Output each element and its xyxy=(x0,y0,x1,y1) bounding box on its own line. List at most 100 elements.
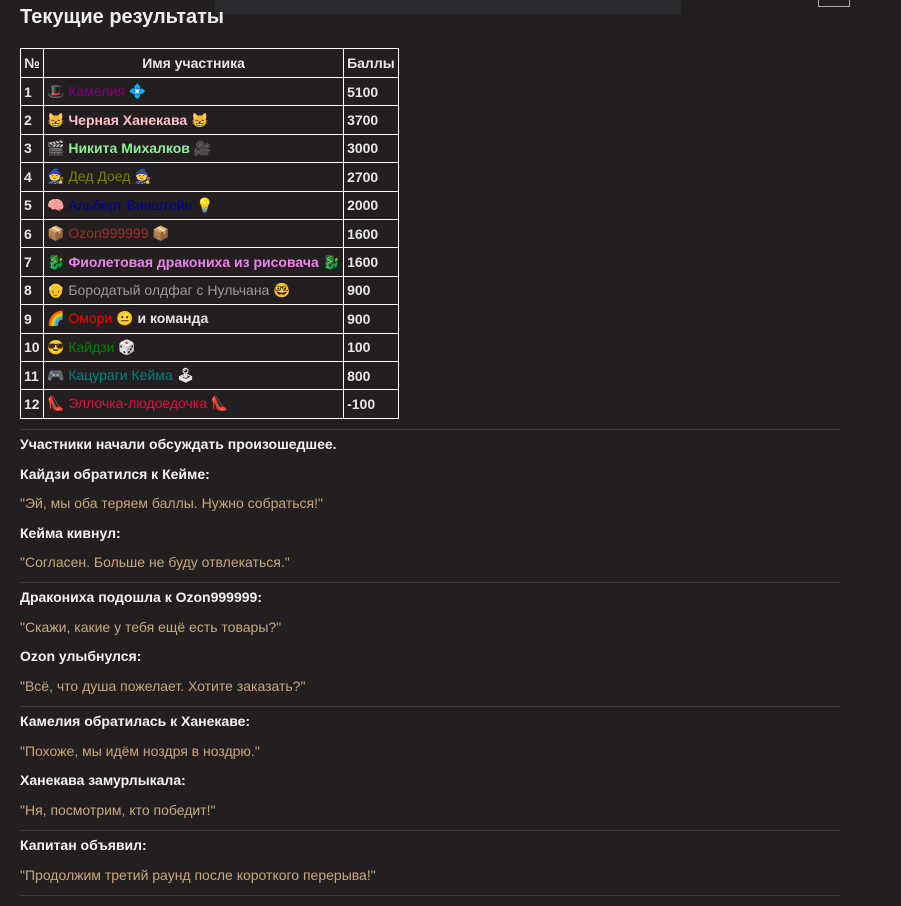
participant-name: Ozon999999 xyxy=(68,225,149,242)
header-row: № Имя участника Баллы xyxy=(20,48,399,78)
name-suffix: и команда xyxy=(137,310,209,327)
icon: 🎬 xyxy=(47,139,65,156)
participant-name: Фиолетовая дракониха из рисовача xyxy=(68,253,319,270)
table-row: 4 🧙 Дед Доед 🧙 2700 xyxy=(20,162,399,192)
icon: 📦 xyxy=(152,225,170,242)
icon: 🌈 xyxy=(47,310,65,327)
participant-name: Эллочка-людоедочка xyxy=(68,395,208,412)
rank-cell: 9 xyxy=(20,304,44,334)
score-cell: 1600 xyxy=(343,247,399,277)
icon: 🧠 xyxy=(47,196,65,213)
quote-line: "Согласен. Больше не буду отвлекаться." xyxy=(20,554,290,570)
top-bar xyxy=(215,0,850,14)
icon: 🎮 xyxy=(47,367,65,384)
rank-cell: 1 xyxy=(20,76,44,107)
score-cell: 800 xyxy=(343,360,399,391)
page-title: Текущие результаты xyxy=(20,6,225,28)
table-row: 7 🐉 Фиолетовая дракониха из рисовача 🐉 160… xyxy=(20,247,399,277)
table-row: 6 📦 Ozon999999 📦 1600 xyxy=(20,218,399,249)
separator xyxy=(20,706,840,707)
table-row: 8 👴 Бородатый олдфаг с Нульчана 🤓 900 xyxy=(20,275,399,306)
icon: 😸 xyxy=(191,111,209,128)
quote-line: "Похоже, мы идём ноздря в ноздрю." xyxy=(20,742,260,759)
speaker-line: Капитан объявил: xyxy=(20,837,147,853)
icon: 💡 xyxy=(196,196,214,213)
icon: 🧙 xyxy=(134,168,152,185)
separator xyxy=(20,830,840,831)
results-table: № Имя участника Баллы 1 🎩 Камелия 💠 5100 2 😸… xyxy=(20,48,399,419)
name-cell: 👠 Эллочка-людоедочка 👠 xyxy=(42,389,345,419)
rank-cell: 6 xyxy=(20,218,44,249)
participant-name: Камелия xyxy=(68,83,125,100)
rank-cell: 11 xyxy=(20,360,44,391)
icon: 👠 xyxy=(210,395,229,412)
score-cell: 2700 xyxy=(343,162,399,192)
score-cell: 1600 xyxy=(343,218,399,249)
quote-line: "Ня, посмотрим, кто победит!" xyxy=(20,801,216,818)
name-cell: 🎬 Никита Михалков 🎥 xyxy=(42,133,345,164)
table-row: 3 🎬 Никита Михалков 🎥 3000 xyxy=(20,133,399,164)
quote-line: "Эй, мы оба теряем баллы. Нужно собратьс… xyxy=(20,495,323,511)
icon: 🎩 xyxy=(47,83,65,100)
speaker-line: Кайдзи обратился к Кейме: xyxy=(20,465,210,482)
participant-name: Никита Михалков xyxy=(68,139,190,156)
icon: 🕹 xyxy=(176,367,195,384)
icon: 💠 xyxy=(128,83,147,100)
icon: 📦 xyxy=(47,225,65,242)
name-cell: 🐉 Фиолетовая дракониха из рисовача 🐉 xyxy=(42,247,345,277)
top-box xyxy=(818,0,850,7)
score-cell: 2000 xyxy=(343,190,399,220)
name-cell: 🎮 Кацураги Кейма 🕹 xyxy=(42,360,345,391)
icon: 🐉 xyxy=(47,253,65,270)
rank-cell: 5 xyxy=(20,190,44,220)
separator xyxy=(20,429,840,430)
speaker-line: Ozon улыбнулся: xyxy=(20,648,142,664)
icon: 😸 xyxy=(47,111,65,128)
rank-cell: 2 xyxy=(20,105,44,135)
separator xyxy=(20,895,840,896)
name-cell: 🧠 Альберт Винштейн 💡 xyxy=(42,190,345,220)
table-row: 5 🧠 Альберт Винштейн 💡 2000 xyxy=(20,190,399,220)
speaker-line: Ханекава замурлыкала: xyxy=(20,772,186,788)
table-body: 1 🎩 Камелия 💠 5100 2 😸 Черная Ханекава 😸 3700… xyxy=(20,76,399,419)
rank-cell: 10 xyxy=(20,332,44,362)
name-cell: 🧙 Дед Доед 🧙 xyxy=(42,162,345,192)
icon: 😐 xyxy=(116,310,134,327)
score-cell: 5100 xyxy=(343,76,399,107)
quote-line: "Продолжим третий раунд после короткого … xyxy=(20,866,376,883)
icon: 🤓 xyxy=(273,281,291,298)
table-row: 1 🎩 Камелия 💠 5100 xyxy=(20,76,399,107)
score-cell: 3000 xyxy=(343,133,399,164)
score-cell: 3700 xyxy=(343,105,399,135)
speaker-line: Участники начали обсуждать произошедшее. xyxy=(20,436,337,452)
rank-cell: 3 xyxy=(20,133,44,164)
quote-line: "Скажи, какие у тебя ещё есть товары?" xyxy=(20,618,282,635)
icon: 😎 xyxy=(47,338,65,355)
name-cell: 🎩 Камелия 💠 xyxy=(42,76,345,107)
rank-cell: 4 xyxy=(20,162,44,192)
icon: 🎲 xyxy=(118,338,136,355)
name-cell: 👴 Бородатый олдфаг с Нульчана 🤓 xyxy=(42,275,345,306)
rank-cell: 7 xyxy=(20,247,44,277)
score-cell: 900 xyxy=(343,304,399,334)
table-row: 2 😸 Черная Ханекава 😸 3700 xyxy=(20,105,399,135)
name-cell: 😸 Черная Ханекава 😸 xyxy=(42,105,345,135)
icon: 🧙 xyxy=(47,168,65,185)
name-cell: 😎 Кайдзи 🎲 xyxy=(42,332,345,362)
participant-name: Бородатый олдфаг с Нульчана xyxy=(68,281,270,298)
header-cell: № xyxy=(20,48,44,78)
speaker-line: Камелия обратилась к Ханекаве: xyxy=(20,713,251,729)
name-cell: 📦 Ozon999999 📦 xyxy=(42,218,345,249)
rank-cell: 8 xyxy=(20,275,44,306)
participant-name: Омори xyxy=(68,310,113,327)
score-cell: -100 xyxy=(343,389,399,419)
table-row: 9 🌈 Омори 😐 и команда 900 xyxy=(20,304,399,334)
participant-name: Кацураги Кейма xyxy=(68,367,173,384)
header-cell: Имя участника xyxy=(42,48,345,78)
name-cell: 🌈 Омори 😐 и команда xyxy=(42,304,345,334)
quote-line: "Всё, что душа пожелает. Хотите заказать… xyxy=(20,677,306,694)
speaker-line: Кейма кивнул: xyxy=(20,524,121,541)
icon: 👠 xyxy=(47,395,65,412)
